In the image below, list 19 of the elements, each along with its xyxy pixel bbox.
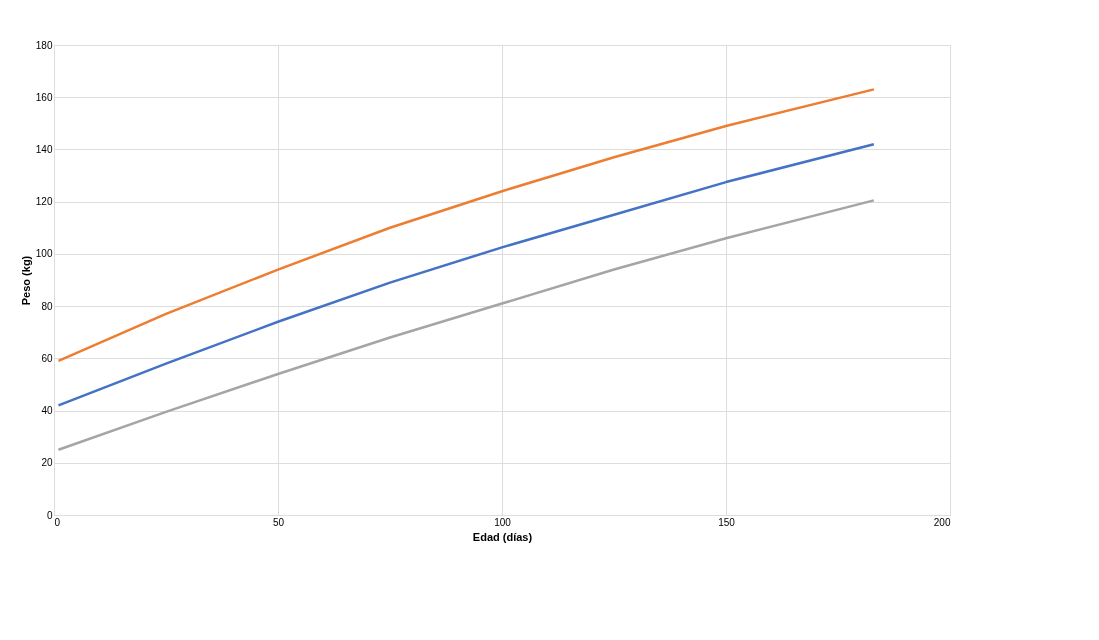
y-tick-label: 160 bbox=[35, 91, 53, 103]
y-tick-label: 120 bbox=[35, 196, 53, 208]
y-axis-title: Peso (kg) bbox=[19, 255, 32, 306]
y-tick-label: 60 bbox=[41, 352, 53, 364]
line-series bbox=[57, 199, 876, 451]
y-tick-label: 180 bbox=[35, 39, 53, 51]
x-tick-label: 50 bbox=[272, 516, 285, 528]
line-series bbox=[57, 88, 876, 363]
x-tick-label: 150 bbox=[718, 516, 736, 528]
y-tick-label: 40 bbox=[41, 405, 53, 417]
x-tick-label: 0 bbox=[54, 516, 61, 528]
x-tick-label: 200 bbox=[933, 516, 951, 528]
y-tick-label: 80 bbox=[41, 300, 53, 312]
x-tick-label: 100 bbox=[494, 516, 512, 528]
y-tick-label: 20 bbox=[41, 457, 53, 469]
x-axis-title: Edad (días) bbox=[472, 530, 533, 543]
y-tick-label: 140 bbox=[35, 143, 53, 155]
line-series bbox=[57, 142, 876, 407]
y-tick-label: 100 bbox=[35, 248, 53, 260]
